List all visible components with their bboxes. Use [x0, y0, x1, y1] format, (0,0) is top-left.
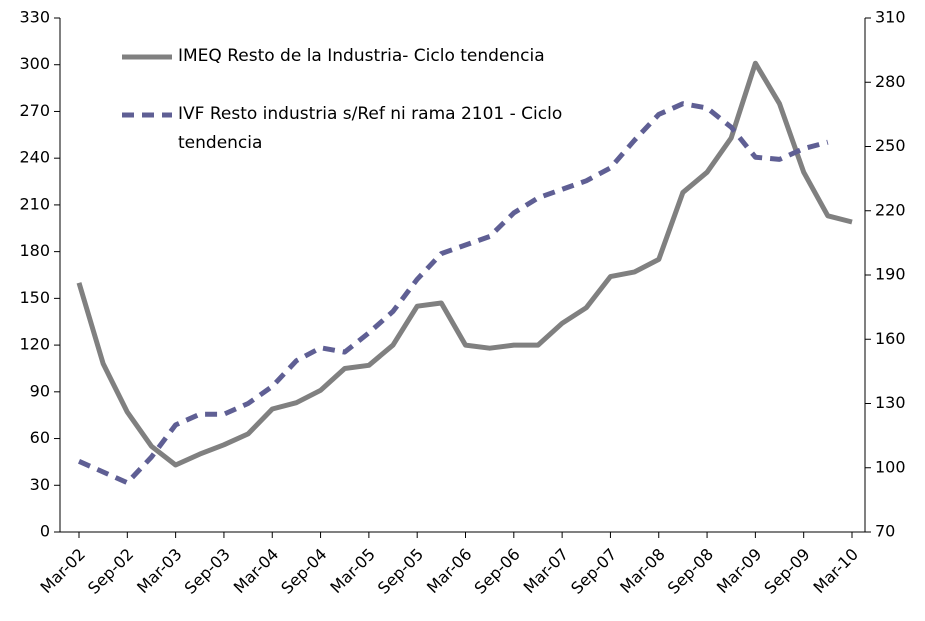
y-tick-label: 90 — [30, 381, 50, 400]
x-tick-label: Sep-09 — [760, 545, 813, 598]
legend-label: IMEQ Resto de la Industria- Ciclo tenden… — [178, 46, 545, 66]
y2-tick-label: 190 — [875, 265, 906, 284]
x-tick-label: Sep-06 — [471, 545, 524, 598]
y-tick-label: 300 — [19, 54, 50, 73]
x-tick-label: Mar-06 — [423, 545, 476, 598]
y2-tick-label: 220 — [875, 200, 906, 219]
y-tick-label: 150 — [19, 288, 50, 307]
x-tick-label: Sep-08 — [664, 545, 717, 598]
y-tick-label: 180 — [19, 241, 50, 260]
y2-tick-label: 70 — [875, 522, 895, 541]
y-tick-label: 270 — [19, 101, 50, 120]
y-tick-label: 120 — [19, 335, 50, 354]
y-tick-label: 240 — [19, 148, 50, 167]
x-tick-label: Mar-03 — [133, 545, 186, 598]
y2-tick-label: 250 — [875, 136, 906, 155]
y-tick-label: 60 — [30, 428, 50, 447]
x-tick-label: Sep-03 — [181, 545, 234, 598]
x-tick-label: Sep-07 — [567, 545, 620, 598]
series-line — [77, 101, 829, 486]
y2-tick-label: 310 — [875, 8, 906, 27]
x-tick-label: Sep-05 — [374, 545, 427, 598]
y2-tick-label: 280 — [875, 72, 906, 91]
x-tick-label: Mar-08 — [616, 545, 669, 598]
x-tick-label: Mar-04 — [230, 545, 283, 598]
legend-label: IVF Resto industria s/Ref ni rama 2101 -… — [178, 104, 563, 153]
x-tick-label: Mar-09 — [713, 545, 766, 598]
y2-tick-label: 130 — [875, 393, 906, 412]
y-tick-label: 0 — [40, 522, 50, 541]
y-tick-label: 30 — [30, 475, 50, 494]
y2-tick-label: 100 — [875, 457, 906, 476]
y-tick-label: 330 — [19, 8, 50, 27]
x-tick-label: Mar-10 — [809, 545, 862, 598]
series-line — [76, 60, 853, 468]
y-tick-label: 210 — [19, 194, 50, 213]
x-tick-label: Mar-05 — [326, 545, 379, 598]
x-tick-label: Mar-02 — [36, 545, 89, 598]
x-tick-label: Sep-04 — [277, 545, 330, 598]
x-tick-label: Sep-02 — [84, 545, 137, 598]
x-tick-label: Mar-07 — [520, 545, 573, 598]
y2-tick-label: 160 — [875, 329, 906, 348]
